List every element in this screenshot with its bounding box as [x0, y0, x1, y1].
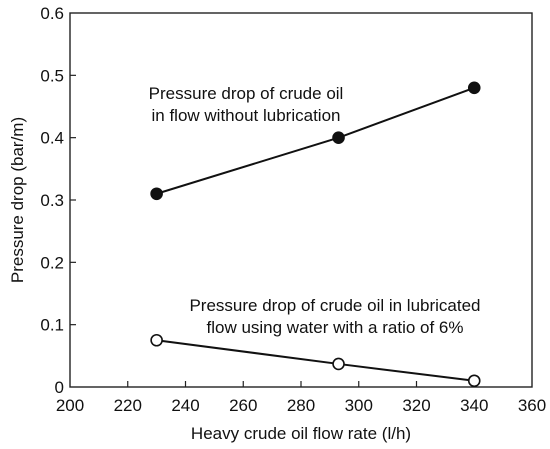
- annotation-line: flow using water with a ratio of 6%: [206, 318, 463, 337]
- x-tick-label: 260: [229, 396, 257, 415]
- y-tick-labels: 0 0.1 0.2 0.3 0.4 0.5 0.6: [40, 4, 64, 397]
- y-tick-label: 0.3: [40, 191, 64, 210]
- series-line: [156, 339, 475, 382]
- open-data-point: [467, 374, 481, 388]
- y-tick-label: 0.2: [40, 253, 64, 272]
- open-data-point: [332, 357, 345, 371]
- x-tick-label: 300: [345, 396, 373, 415]
- y-axis-title: Pressure drop (bar/m): [8, 117, 27, 283]
- x-tick-label: 280: [287, 396, 315, 415]
- x-tick-label: 220: [114, 396, 142, 415]
- x-tick-label: 200: [56, 396, 84, 415]
- annotation-1: Pressure drop of crude oil in flow withou…: [149, 84, 344, 125]
- series-1: [150, 81, 481, 201]
- annotations: Pressure drop of crude oil in flow withou…: [149, 84, 481, 337]
- y-tick-label: 0.6: [40, 4, 64, 23]
- y-tick-label: 0.4: [40, 129, 64, 148]
- x-tick-marks: [127, 381, 475, 387]
- y-tick-label: 0.1: [40, 316, 64, 335]
- x-tick-label: 240: [171, 396, 199, 415]
- y-tick-marks: [70, 74, 76, 326]
- annotation-line: in flow without lubrication: [152, 106, 341, 125]
- x-tick-labels: 200 220 240 260 280 300 320 340 360: [56, 396, 546, 415]
- open-data-point: [150, 333, 163, 347]
- y-tick-label: 0: [55, 378, 64, 397]
- series-line: [156, 86, 475, 195]
- series-layer: [150, 81, 481, 388]
- filled-data-point: [467, 81, 481, 95]
- annotation-line: Pressure drop of crude oil: [149, 84, 344, 103]
- filled-data-point: [150, 187, 163, 201]
- filled-data-point: [332, 131, 345, 144]
- annotation-2: Pressure drop of crude oil in lubricated…: [189, 296, 480, 337]
- x-tick-label: 340: [460, 396, 488, 415]
- series-2: [150, 333, 481, 388]
- x-tick-label: 360: [518, 396, 546, 415]
- x-axis-title: Heavy crude oil flow rate (l/h): [191, 424, 411, 443]
- x-tick-label: 320: [402, 396, 430, 415]
- annotation-line: Pressure drop of crude oil in lubricated: [189, 296, 480, 315]
- y-tick-label: 0.5: [40, 66, 64, 85]
